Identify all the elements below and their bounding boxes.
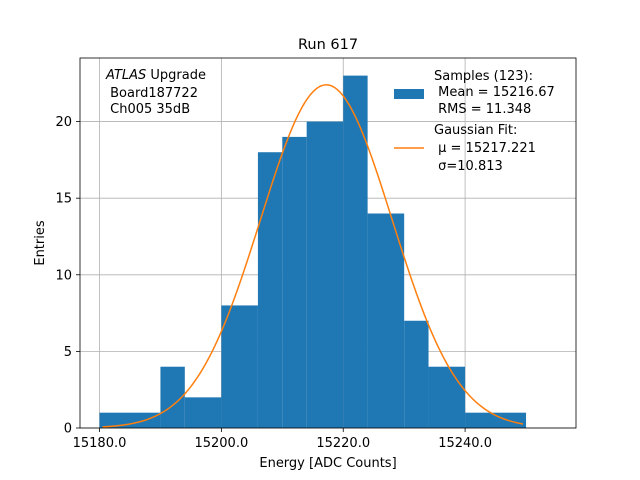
- histogram-bar: [221, 305, 258, 428]
- x-tick-label: 15200.0: [194, 436, 248, 451]
- x-tick-label: 15240.0: [438, 436, 492, 451]
- y-tick-label: 20: [55, 115, 72, 130]
- legend-samples-rms: RMS = 11.348: [434, 102, 531, 117]
- histogram-bar: [185, 397, 222, 428]
- y-tick-label: 15: [55, 192, 72, 207]
- histogram-bar: [258, 152, 282, 428]
- legend-fit-sigma: σ=10.813: [434, 159, 503, 174]
- annotation-line-1: ATLAS Upgrade: [105, 68, 206, 83]
- legend-fit-mu: μ = 15217.221: [434, 141, 536, 156]
- histogram-bar: [343, 76, 367, 428]
- legend-samples-swatch: [394, 89, 424, 99]
- y-tick-label: 10: [55, 268, 72, 283]
- atlas-annotation: ATLAS Upgrade Board187722 Ch005 35dB: [105, 68, 206, 117]
- y-axis-label: Entries: [33, 220, 48, 266]
- legend-fit-title: Gaussian Fit:: [434, 123, 517, 138]
- legend-samples-mean: Mean = 15216.67: [434, 85, 555, 100]
- x-axis-ticks: 15180.0 15200.0 15220.0 15240.0: [73, 428, 492, 451]
- y-tick-label: 5: [64, 345, 72, 360]
- chart-title: Run 617: [298, 37, 358, 53]
- x-tick-label: 15220.0: [316, 436, 370, 451]
- annotation-atlas-text: ATLAS: [105, 68, 146, 83]
- histogram-bar: [368, 214, 405, 428]
- y-axis-ticks: 0 5 10 15 20: [55, 115, 80, 436]
- legend-samples-title: Samples (123):: [434, 69, 533, 84]
- histogram-bar: [99, 413, 160, 428]
- annotation-line-2: Board187722: [106, 86, 198, 101]
- x-axis-label: Energy [ADC Counts]: [259, 456, 396, 471]
- histogram-bar: [282, 137, 306, 428]
- x-tick-label: 15180.0: [73, 436, 127, 451]
- histogram-bar: [429, 367, 466, 428]
- histogram-bar: [404, 321, 428, 428]
- histogram-bar: [307, 122, 344, 428]
- annotation-upgrade-text: Upgrade: [146, 68, 206, 83]
- y-tick-label: 0: [64, 422, 72, 437]
- annotation-line-3: Ch005 35dB: [106, 102, 190, 117]
